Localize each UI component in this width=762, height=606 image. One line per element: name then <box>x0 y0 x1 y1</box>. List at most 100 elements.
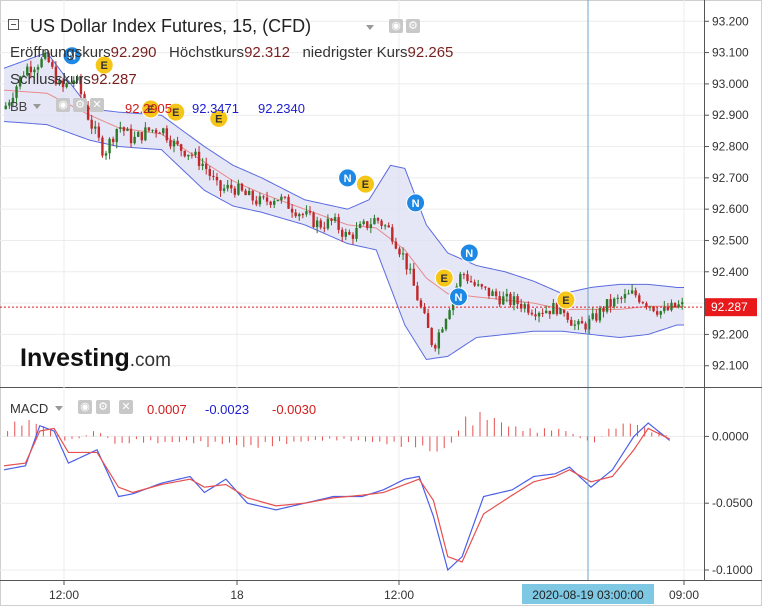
bb-dropdown-icon[interactable] <box>33 104 41 109</box>
candle <box>298 212 301 221</box>
event-label: E <box>172 107 179 119</box>
candle-body <box>530 312 534 315</box>
candle <box>444 318 448 332</box>
visibility-icon[interactable]: ◉ <box>389 19 403 33</box>
candle-body <box>140 132 143 141</box>
event-circle <box>338 168 358 188</box>
candle-body <box>430 327 433 346</box>
candle <box>494 288 498 300</box>
time-tick-label: 12:00 <box>49 588 79 602</box>
candle <box>308 206 312 216</box>
candle <box>273 198 276 209</box>
candle-body <box>448 310 451 320</box>
bb-visibility-icon[interactable]: ◉ <box>56 98 70 112</box>
candle-body <box>437 332 441 349</box>
low-label: niedrigster Kurs <box>302 44 408 61</box>
candle <box>387 222 390 228</box>
candle-body <box>487 287 491 296</box>
candle-body <box>137 132 140 137</box>
macd-signal-value: -0.0030 <box>272 402 317 417</box>
candle <box>591 307 594 321</box>
macd-visibility-icon[interactable]: ◉ <box>78 400 92 414</box>
candle-body <box>154 129 158 133</box>
candle <box>527 301 530 316</box>
candle-body <box>655 311 659 315</box>
candle-body <box>26 66 29 76</box>
bollinger-lower-line <box>3 120 684 361</box>
candle <box>287 194 290 209</box>
candle-body <box>505 293 509 297</box>
candle <box>36 64 40 74</box>
candle-body <box>133 136 136 144</box>
bb-settings-icon[interactable]: ⚙ <box>73 98 87 112</box>
macd-close-icon[interactable]: ✕ <box>119 400 133 414</box>
candle <box>426 308 430 329</box>
candle-body <box>491 291 494 296</box>
candle-body <box>115 128 118 143</box>
candle <box>86 101 90 121</box>
candle <box>448 308 451 320</box>
candle <box>58 77 61 86</box>
event-circle <box>449 287 469 307</box>
candle <box>26 63 29 77</box>
candle-body <box>337 217 340 230</box>
candle-body <box>97 126 101 138</box>
ohlc-line: Eröffnungskurs92.290 Höchstkurs92.312 ni… <box>10 44 453 61</box>
candle <box>383 224 387 230</box>
macd-label[interactable]: MACD <box>10 401 49 416</box>
candle <box>265 191 269 206</box>
collapse-icon[interactable] <box>8 19 19 30</box>
candle <box>391 224 394 245</box>
candle-body <box>652 306 655 312</box>
candle-body <box>469 281 473 283</box>
candle <box>348 229 351 236</box>
candle-body <box>222 188 226 191</box>
candle-body <box>605 299 609 312</box>
candle-body <box>534 314 537 317</box>
candle <box>505 288 509 303</box>
earnings-event-marker: E <box>434 268 454 288</box>
candle-body <box>638 295 641 303</box>
candle-body <box>194 151 197 156</box>
settings-icon[interactable]: ⚙ <box>406 19 420 33</box>
candle <box>337 213 340 234</box>
candle <box>162 127 165 136</box>
macd-dropdown-icon[interactable] <box>55 406 63 411</box>
candle <box>570 316 573 326</box>
candle-body <box>383 225 387 227</box>
candle <box>369 218 373 234</box>
candle-body <box>602 307 605 312</box>
title-dropdown-icon[interactable] <box>366 25 374 30</box>
candle-body <box>555 302 559 315</box>
candle <box>51 59 54 69</box>
close-value: 92.287 <box>90 71 137 88</box>
candle-body <box>366 221 369 229</box>
candle-body <box>126 128 129 131</box>
bb-label[interactable]: BB <box>10 99 28 114</box>
candle <box>40 57 43 69</box>
macd-settings-icon[interactable]: ⚙ <box>96 400 110 414</box>
candle <box>655 307 659 317</box>
candle-body <box>22 75 25 77</box>
candle-body <box>312 212 315 228</box>
candle <box>677 300 680 309</box>
price-tick-label: 92.100 <box>712 359 749 373</box>
candle <box>233 186 237 198</box>
candle <box>33 66 36 79</box>
candle-body <box>620 297 623 299</box>
candle <box>226 179 229 192</box>
candle <box>537 311 541 323</box>
candle <box>333 213 337 223</box>
candle <box>355 222 358 242</box>
candle-body <box>541 312 544 314</box>
candle <box>172 138 176 153</box>
news-event-marker: N <box>338 168 358 188</box>
candle <box>534 308 537 321</box>
candle <box>330 217 333 226</box>
candle-body <box>165 128 169 141</box>
bb-close-icon[interactable]: ✕ <box>90 98 104 112</box>
price-tick-label: 92.900 <box>712 108 749 122</box>
candle-body <box>537 312 541 317</box>
candle <box>187 154 190 161</box>
